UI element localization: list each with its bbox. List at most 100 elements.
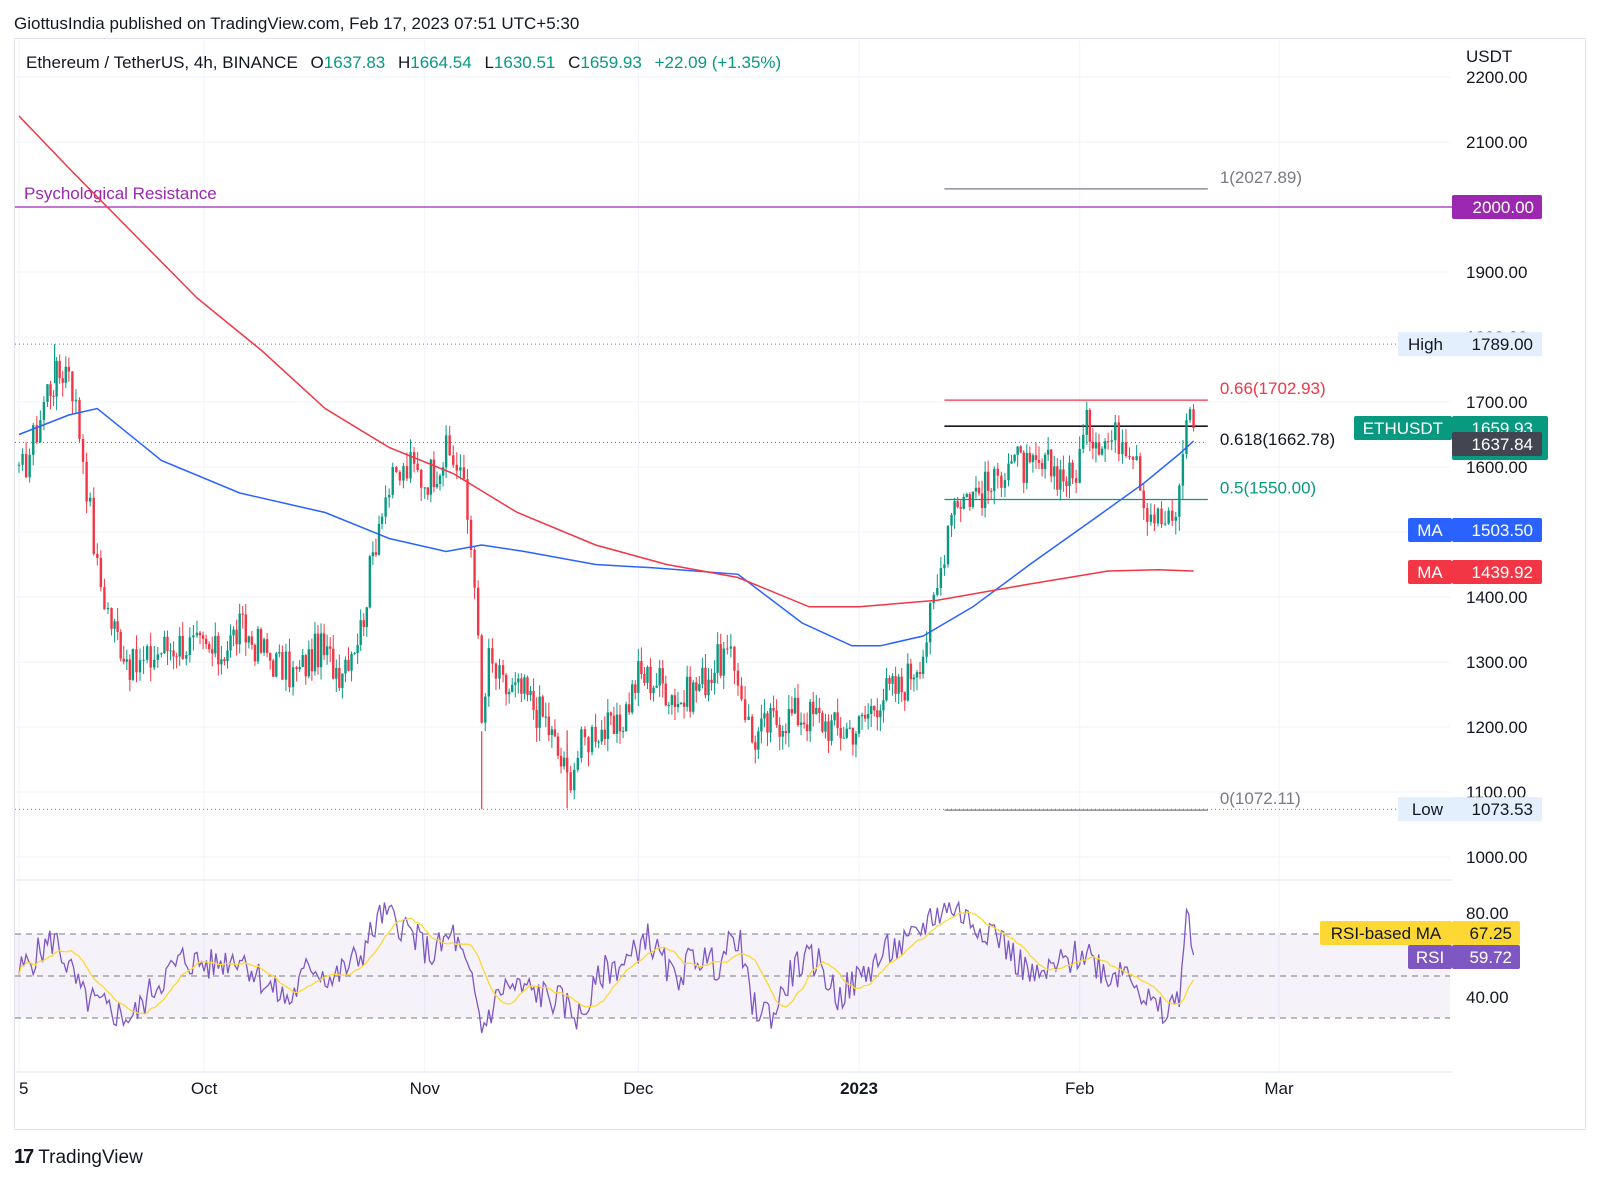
candle[interactable] xyxy=(1046,437,1050,461)
candle[interactable] xyxy=(295,665,298,682)
candle[interactable] xyxy=(523,674,526,700)
candle[interactable] xyxy=(207,641,211,653)
candle[interactable] xyxy=(950,512,953,538)
candle[interactable] xyxy=(637,648,640,706)
candle[interactable] xyxy=(28,448,31,483)
candle[interactable] xyxy=(131,648,135,682)
ma-name-box[interactable] xyxy=(1408,518,1452,542)
candle[interactable] xyxy=(99,550,103,592)
candle[interactable] xyxy=(119,629,122,662)
candle[interactable] xyxy=(821,710,824,734)
candle[interactable] xyxy=(1094,432,1098,463)
candle[interactable] xyxy=(520,673,523,702)
candle[interactable] xyxy=(624,701,628,732)
candle[interactable] xyxy=(532,678,535,720)
candle[interactable] xyxy=(353,651,356,655)
rsi-pane[interactable]: 80.00 40.00 RSI-based MA 67.25 RSI 59.72 xyxy=(15,900,1520,1034)
candle[interactable] xyxy=(747,704,750,721)
candle[interactable] xyxy=(313,621,317,676)
candle[interactable] xyxy=(253,643,257,666)
candle[interactable] xyxy=(328,637,332,662)
candle[interactable] xyxy=(594,713,597,748)
candle[interactable] xyxy=(562,751,566,770)
candle[interactable] xyxy=(836,698,839,736)
candle[interactable] xyxy=(1163,511,1167,527)
candle[interactable] xyxy=(818,697,821,723)
candle[interactable] xyxy=(64,356,67,389)
candle[interactable] xyxy=(459,454,462,480)
candle[interactable] xyxy=(559,747,563,774)
candle[interactable] xyxy=(17,461,21,473)
candle[interactable] xyxy=(695,677,698,703)
candle[interactable] xyxy=(912,674,916,692)
candle[interactable] xyxy=(1007,453,1010,487)
candle[interactable] xyxy=(909,658,913,690)
candle[interactable] xyxy=(307,640,311,679)
candle[interactable] xyxy=(122,645,125,665)
candle[interactable] xyxy=(1031,453,1035,473)
candle[interactable] xyxy=(1142,482,1145,520)
candle[interactable] xyxy=(1192,403,1195,432)
candle[interactable] xyxy=(569,765,572,794)
candle[interactable] xyxy=(325,634,329,665)
candle[interactable] xyxy=(993,466,996,505)
candle[interactable] xyxy=(278,644,281,658)
candle[interactable] xyxy=(763,699,766,728)
candle[interactable] xyxy=(448,426,451,456)
candle[interactable] xyxy=(891,673,894,696)
ma-value-box[interactable] xyxy=(1452,518,1542,542)
ma-name-box[interactable] xyxy=(1408,560,1452,584)
candle[interactable] xyxy=(160,652,163,658)
candle[interactable] xyxy=(882,688,885,723)
candle[interactable] xyxy=(310,638,314,681)
candle[interactable] xyxy=(92,487,95,556)
candle[interactable] xyxy=(476,580,480,639)
candle[interactable] xyxy=(778,717,781,751)
candle[interactable] xyxy=(583,726,587,746)
candle[interactable] xyxy=(35,415,38,445)
candle[interactable] xyxy=(504,672,508,706)
candle[interactable] xyxy=(67,357,71,382)
candle[interactable] xyxy=(374,538,378,557)
candle[interactable] xyxy=(928,601,932,655)
candle[interactable] xyxy=(405,452,409,482)
candle[interactable] xyxy=(946,525,950,568)
candle[interactable] xyxy=(398,470,402,486)
candle[interactable] xyxy=(959,500,962,522)
candle[interactable] xyxy=(815,694,818,715)
candle[interactable] xyxy=(441,462,445,487)
candle[interactable] xyxy=(707,668,710,702)
candle[interactable] xyxy=(494,662,498,691)
candle[interactable] xyxy=(214,622,217,658)
candle[interactable] xyxy=(833,711,836,726)
candle[interactable] xyxy=(704,653,707,699)
candle[interactable] xyxy=(1059,459,1062,501)
candle[interactable] xyxy=(52,390,55,407)
candle[interactable] xyxy=(541,694,544,718)
candle[interactable] xyxy=(956,497,959,509)
candle[interactable] xyxy=(181,622,184,660)
candle[interactable] xyxy=(423,486,426,499)
candle[interactable] xyxy=(291,660,295,696)
candle[interactable] xyxy=(1167,507,1170,526)
candle[interactable] xyxy=(85,452,88,514)
candle[interactable] xyxy=(395,465,398,473)
candle[interactable] xyxy=(1013,454,1016,464)
candle[interactable] xyxy=(96,543,99,566)
candle[interactable] xyxy=(603,716,606,746)
candle[interactable] xyxy=(854,730,858,758)
candle[interactable] xyxy=(275,651,278,678)
candle[interactable] xyxy=(698,676,701,693)
candle[interactable] xyxy=(743,686,747,723)
candle[interactable] xyxy=(1000,471,1003,498)
candle[interactable] xyxy=(265,632,269,658)
candle[interactable] xyxy=(480,633,483,724)
candle[interactable] xyxy=(827,714,830,753)
candle[interactable] xyxy=(1082,424,1085,454)
candle[interactable] xyxy=(535,697,538,742)
resistance-price-tag[interactable]: 2000.00 xyxy=(1452,195,1542,219)
candle[interactable] xyxy=(953,497,956,529)
candle[interactable] xyxy=(784,723,787,745)
candle[interactable] xyxy=(71,371,74,415)
candle[interactable] xyxy=(716,632,719,684)
